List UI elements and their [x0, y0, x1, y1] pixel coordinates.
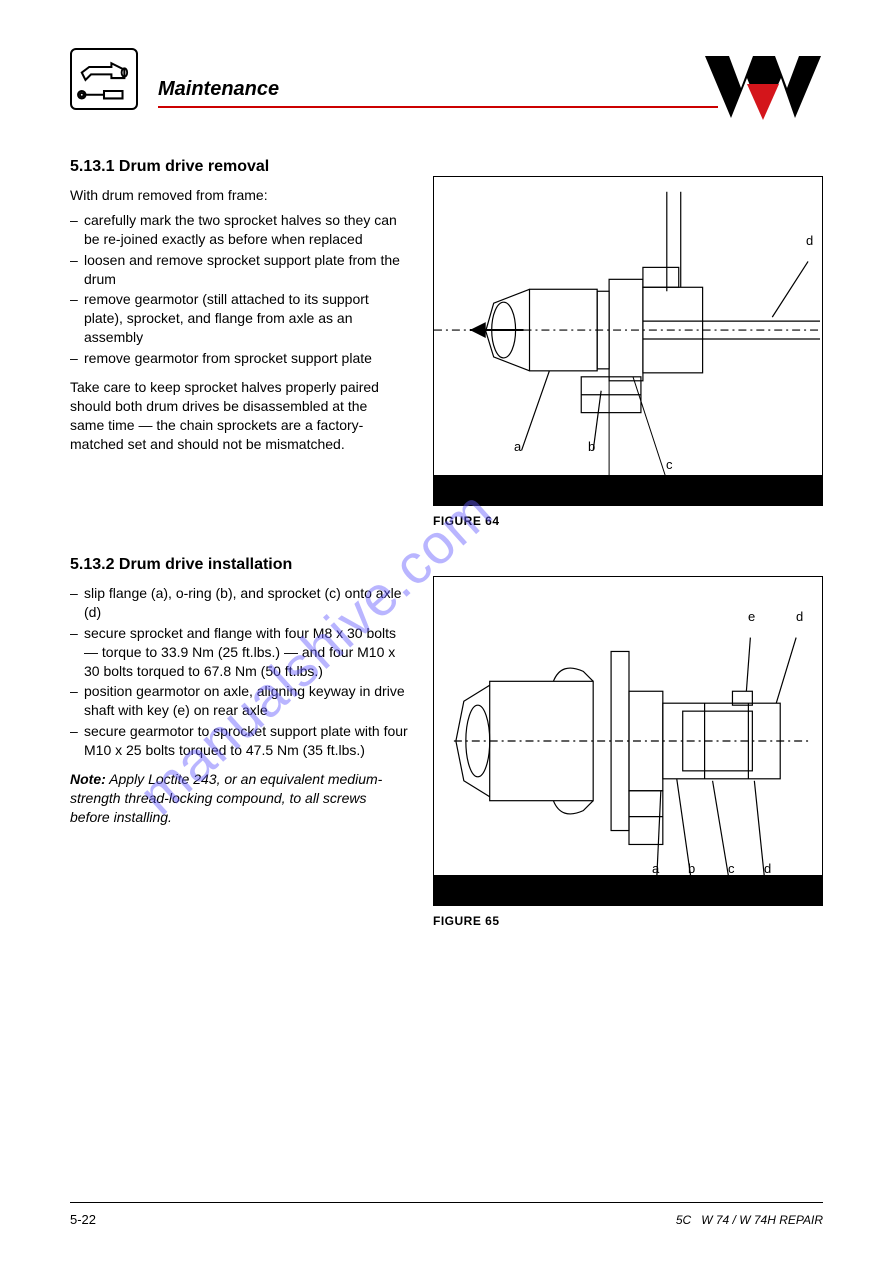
page-header: Maintenance — [70, 48, 823, 138]
list-item: –position gearmotor on axle, aligning ke… — [70, 682, 410, 720]
install-note: Note: Apply Loctite 243, or an equivalen… — [70, 770, 400, 827]
figure-caption-bar — [434, 475, 822, 505]
note-body: Apply Loctite 243, or an equivalent medi… — [70, 771, 382, 825]
footer-text: 5C W 74 / W 74H REPAIR — [676, 1213, 823, 1227]
oil-can-wrench-icon — [70, 48, 138, 110]
brand-logo-icon — [703, 48, 823, 128]
callout-a: a — [514, 439, 521, 454]
list-item: –remove gearmotor from sprocket support … — [70, 349, 410, 368]
callout-c: c — [728, 861, 735, 876]
list-item: –remove gearmotor (still attached to its… — [70, 290, 410, 347]
list-item: –secure gearmotor to sprocket support pl… — [70, 722, 410, 760]
removal-caution: Take care to keep sprocket halves proper… — [70, 378, 400, 454]
callout-d: d — [806, 233, 813, 248]
header-rule — [158, 106, 718, 108]
figure-64: a b c d — [433, 176, 823, 506]
footer-rule — [70, 1202, 823, 1203]
list-item: –secure sprocket and flange with four M8… — [70, 624, 410, 681]
callout-b: b — [588, 439, 595, 454]
page-number: 5-22 — [70, 1212, 96, 1227]
install-text-block: –slip flange (a), o-ring (b), and sprock… — [70, 584, 410, 827]
figure-64-label: FIGURE 64 — [433, 514, 823, 528]
callout-b: b — [688, 861, 695, 876]
figure-65-label: FIGURE 65 — [433, 914, 823, 928]
figure-65: a b c d e d — [433, 576, 823, 906]
footer-title: W 74 / W 74H REPAIR — [701, 1213, 823, 1227]
callout-c: c — [666, 457, 673, 472]
callout-e: e — [748, 609, 755, 624]
subheading-removal: 5.13.1 Drum drive removal — [70, 158, 823, 176]
note-label: Note: — [70, 771, 106, 787]
section-title: Maintenance — [158, 78, 279, 101]
callout-a: a — [652, 861, 659, 876]
page-body: 5.13.1 Drum drive removal With drum remo… — [70, 158, 823, 924]
callout-d2: d — [796, 609, 803, 624]
figure-caption-bar — [434, 875, 822, 905]
removal-intro: With drum removed from frame: — [70, 186, 400, 205]
removal-text-block: With drum removed from frame: –carefully… — [70, 186, 410, 454]
list-item: –slip flange (a), o-ring (b), and sprock… — [70, 584, 410, 622]
callout-d: d — [764, 861, 771, 876]
footer-code: 5C — [676, 1213, 691, 1227]
list-item: –carefully mark the two sprocket halves … — [70, 211, 410, 249]
list-item: –loosen and remove sprocket support plat… — [70, 251, 410, 289]
subheading-install: 5.13.2 Drum drive installation — [70, 556, 823, 574]
